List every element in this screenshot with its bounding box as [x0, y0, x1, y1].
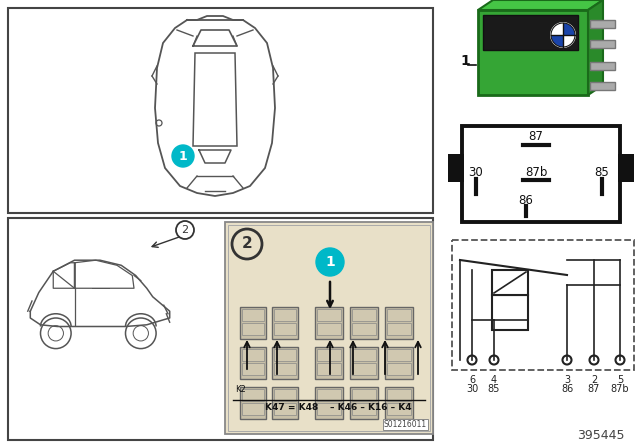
Text: 86: 86: [518, 194, 533, 207]
Circle shape: [316, 248, 344, 276]
Bar: [590, 62, 615, 70]
Bar: [352, 349, 376, 361]
Bar: [387, 403, 411, 415]
Bar: [387, 323, 411, 335]
Bar: [242, 363, 264, 375]
Bar: [590, 82, 615, 90]
Bar: [272, 307, 298, 339]
Bar: [590, 40, 615, 48]
Bar: [274, 363, 296, 375]
Bar: [317, 349, 341, 361]
Text: K47 = K48: K47 = K48: [265, 403, 318, 412]
Bar: [350, 347, 378, 379]
Bar: [274, 323, 296, 335]
Bar: [492, 270, 528, 295]
Text: 2: 2: [242, 237, 252, 251]
Bar: [483, 15, 578, 50]
Bar: [350, 387, 378, 419]
Circle shape: [549, 21, 577, 49]
Text: 4: 4: [491, 375, 497, 385]
Text: 1: 1: [460, 54, 470, 68]
Bar: [242, 309, 264, 321]
Text: 3: 3: [564, 375, 570, 385]
Bar: [385, 307, 413, 339]
Bar: [317, 363, 341, 375]
Text: 2: 2: [181, 225, 189, 235]
Text: 85: 85: [488, 384, 500, 394]
Polygon shape: [478, 0, 603, 10]
Text: 87b: 87b: [611, 384, 629, 394]
Bar: [225, 222, 433, 434]
Bar: [240, 347, 266, 379]
Bar: [352, 363, 376, 375]
Bar: [352, 323, 376, 335]
Text: 395445: 395445: [577, 429, 625, 442]
Bar: [274, 349, 296, 361]
Bar: [240, 307, 266, 339]
Bar: [228, 225, 430, 431]
Bar: [350, 307, 378, 339]
Bar: [317, 323, 341, 335]
Bar: [242, 389, 264, 401]
Bar: [448, 154, 464, 182]
Wedge shape: [551, 35, 563, 47]
Bar: [315, 307, 343, 339]
Bar: [272, 347, 298, 379]
Circle shape: [172, 145, 194, 167]
Bar: [240, 387, 266, 419]
Bar: [315, 347, 343, 379]
Bar: [8, 8, 433, 213]
Bar: [387, 309, 411, 321]
Text: 1: 1: [179, 150, 188, 163]
Wedge shape: [563, 23, 575, 35]
Bar: [242, 323, 264, 335]
Bar: [274, 309, 296, 321]
Bar: [492, 295, 528, 330]
Bar: [242, 349, 264, 361]
Text: 2: 2: [591, 375, 597, 385]
Bar: [352, 389, 376, 401]
Bar: [242, 403, 264, 415]
Bar: [317, 403, 341, 415]
Text: 87: 87: [529, 130, 543, 143]
Bar: [618, 154, 634, 182]
Bar: [352, 309, 376, 321]
Text: 85: 85: [595, 165, 609, 178]
Text: 87: 87: [588, 384, 600, 394]
Bar: [387, 349, 411, 361]
Text: S01216011: S01216011: [384, 420, 427, 429]
Text: 1: 1: [325, 255, 335, 269]
Bar: [317, 389, 341, 401]
Text: 87b: 87b: [525, 165, 547, 178]
Polygon shape: [588, 0, 603, 95]
Bar: [274, 389, 296, 401]
Text: 30: 30: [466, 384, 478, 394]
Bar: [462, 126, 620, 222]
Bar: [478, 10, 588, 95]
Bar: [352, 403, 376, 415]
Bar: [452, 240, 634, 370]
Bar: [385, 387, 413, 419]
Bar: [385, 347, 413, 379]
Bar: [274, 403, 296, 415]
Bar: [317, 309, 341, 321]
Text: 5: 5: [617, 375, 623, 385]
Text: 6: 6: [469, 375, 475, 385]
Bar: [590, 20, 615, 28]
Text: 30: 30: [468, 165, 483, 178]
Bar: [315, 387, 343, 419]
Bar: [272, 387, 298, 419]
Bar: [387, 363, 411, 375]
Text: 86: 86: [561, 384, 573, 394]
Text: – K46 – K16 – K4: – K46 – K16 – K4: [330, 403, 412, 412]
Bar: [387, 389, 411, 401]
Text: K2: K2: [235, 385, 246, 394]
Bar: [8, 218, 433, 440]
